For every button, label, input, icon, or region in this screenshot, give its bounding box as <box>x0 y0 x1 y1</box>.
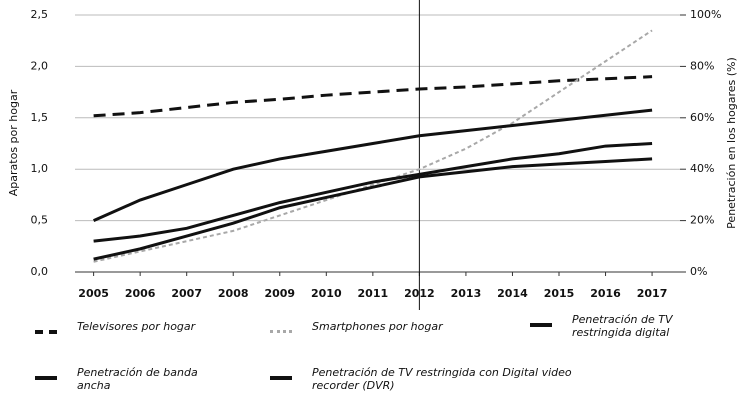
y2-tick-label: 0% <box>690 265 707 278</box>
legend-label: Smartphones por hogar <box>312 320 443 333</box>
legend-swatch <box>270 330 292 333</box>
x-tick-label: 2016 <box>590 287 621 300</box>
x-tick-label: 2005 <box>78 287 109 300</box>
legend-swatch <box>35 330 57 334</box>
legend-label: Penetración de banda ancha <box>77 366 198 392</box>
legend-swatch <box>35 376 57 380</box>
x-tick-label: 2008 <box>218 287 249 300</box>
x-tick-label: 2013 <box>451 287 482 300</box>
y-tick-label: 1,5 <box>31 111 49 124</box>
legend-swatch <box>270 376 292 380</box>
y2-axis-label: Penetración en los hogares (%) <box>725 57 738 229</box>
series-line <box>93 108 653 222</box>
y-tick-label: 0,5 <box>31 214 49 227</box>
y-tick-label: 0,0 <box>31 265 49 278</box>
y-tick-label: 2,0 <box>31 59 49 72</box>
series-line <box>93 142 653 243</box>
y-axis-label: Aparatos por hogar <box>7 89 20 196</box>
legend-label: Televisores por hogar <box>77 320 196 333</box>
y2-tick-label: 20% <box>690 214 714 227</box>
x-tick-label: 2010 <box>311 287 342 300</box>
y2-tick-label: 60% <box>690 111 714 124</box>
y-tick-label: 1,0 <box>31 162 49 175</box>
y2-tick-label: 40% <box>690 162 714 175</box>
legend-item: Penetración de TV restringida digital <box>530 313 722 339</box>
x-tick-label: 2014 <box>497 287 528 300</box>
legend-swatch <box>530 323 552 327</box>
x-tick-label: 2017 <box>637 287 668 300</box>
legend-label: Penetración de TV restringida digital <box>572 313 673 339</box>
x-tick-label: 2009 <box>264 287 295 300</box>
series-line <box>93 157 653 261</box>
x-tick-label: 2015 <box>544 287 575 300</box>
x-tick-label: 2006 <box>125 287 156 300</box>
legend-item: Penetración de banda ancha <box>35 366 227 392</box>
series-line <box>93 29 653 263</box>
legend-item: Smartphones por hogar <box>270 320 452 333</box>
legend-item: Televisores por hogar <box>35 320 207 334</box>
legend-label: Penetración de TV restringida con Digita… <box>312 366 572 392</box>
x-tick-label: 2011 <box>358 287 389 300</box>
legend-item: Penetración de TV restringida con Digita… <box>270 366 602 392</box>
x-tick-label: 2007 <box>171 287 202 300</box>
chart: Aparatos por hogar Penetración en los ho… <box>7 0 738 310</box>
y2-tick-label: 100% <box>690 8 721 21</box>
series-line <box>93 75 653 118</box>
y-tick-label: 2,5 <box>31 8 49 21</box>
y2-tick-label: 80% <box>690 59 714 72</box>
